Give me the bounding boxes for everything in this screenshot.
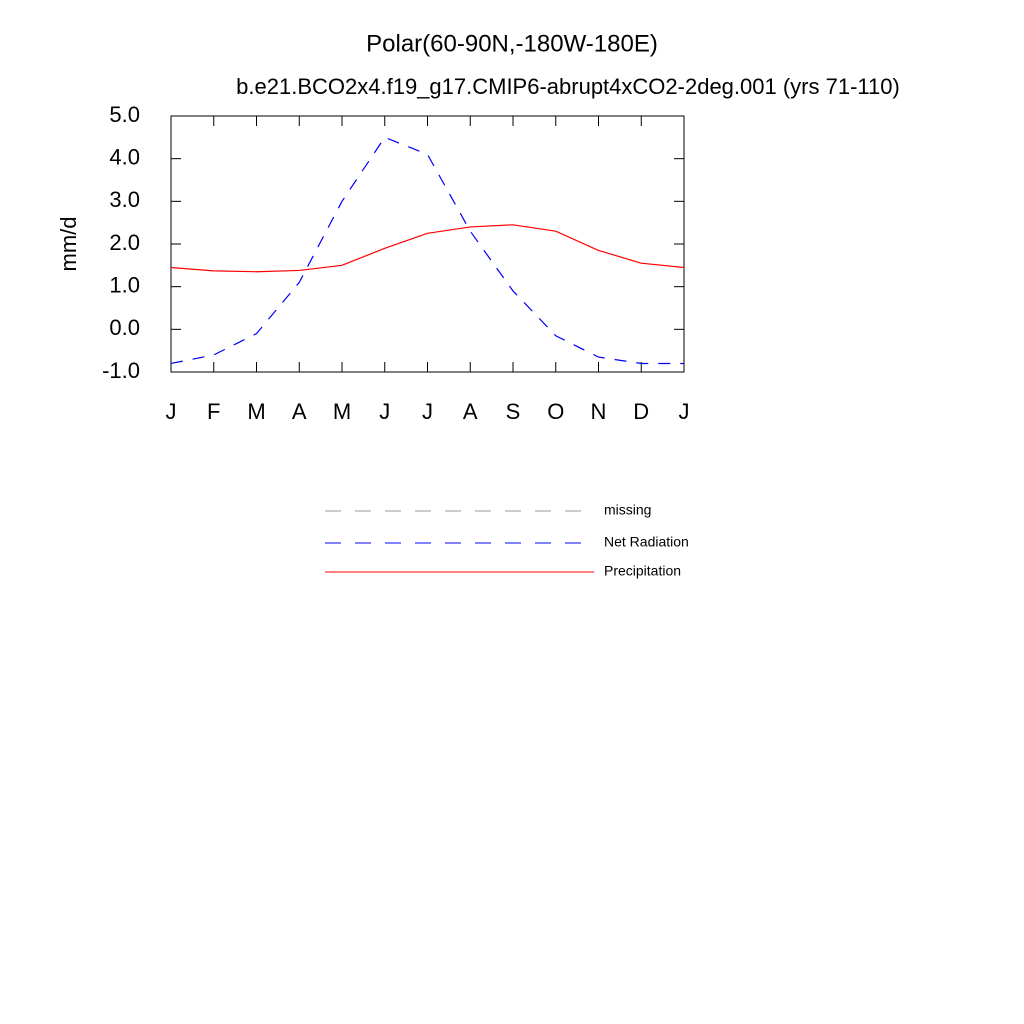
x-tick-label: F [207,399,220,424]
plot-frame [170,115,685,373]
series-line [170,224,685,273]
x-tick-label: N [591,399,607,424]
y-tick-label: 3.0 [109,187,140,212]
y-tick-label: -1.0 [102,358,140,383]
x-tick-label: S [506,399,521,424]
x-tick-label: J [422,399,433,424]
y-tick-label: 1.0 [109,272,140,297]
x-tick-label: M [333,399,351,424]
y-tick-label: 4.0 [109,144,140,169]
x-tick-label: J [679,399,690,424]
legend-label: Net Radiation [604,534,689,550]
y-axis-label: mm/d [56,217,81,272]
x-tick-label: M [247,399,265,424]
x-tick-label: O [547,399,564,424]
y-tick-label: 5.0 [109,102,140,127]
y-tick-label: 0.0 [109,315,140,340]
x-tick-label: A [292,399,307,424]
legend-label: Precipitation [604,563,681,579]
x-tick-label: D [633,399,649,424]
series-line [170,136,684,365]
legend-label: missing [604,502,651,518]
y-tick-label: 2.0 [109,230,140,255]
chart-title: Polar(60-90N,-180W-180E) [366,30,658,57]
x-tick-label: J [166,399,177,424]
x-tick-label: A [463,399,478,424]
chart-subtitle: b.e21.BCO2x4.f19_g17.CMIP6-abrupt4xCO2-2… [236,74,900,99]
x-tick-label: J [379,399,390,424]
